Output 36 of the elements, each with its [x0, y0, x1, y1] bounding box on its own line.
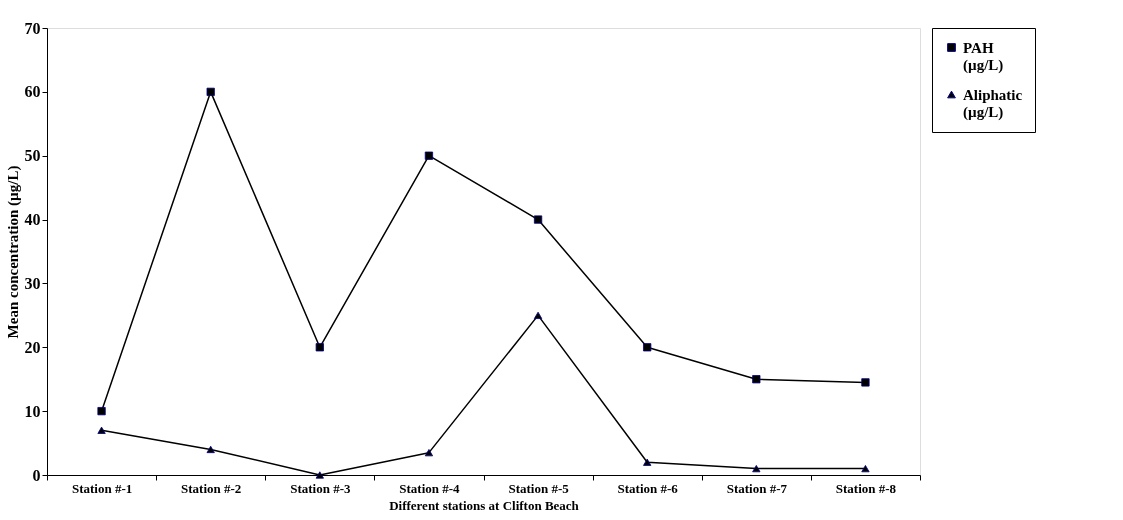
y-tick-label: 40	[24, 211, 41, 229]
legend-label: PAH (µg/L)	[963, 39, 1004, 74]
point	[315, 471, 324, 479]
y-tick-label: 70	[24, 19, 41, 37]
point	[97, 426, 106, 434]
point	[861, 465, 870, 473]
x-tick-label: Station #-7	[726, 480, 788, 496]
y-tick-label: 0	[32, 466, 41, 484]
point	[97, 407, 106, 416]
point	[752, 465, 761, 473]
x-tick-label: Station #-5	[508, 480, 570, 496]
y-tick-label: 60	[24, 83, 41, 101]
x-tick-label: Station #-2	[181, 480, 242, 496]
x-tick-label: Station #-1	[71, 480, 133, 496]
point	[533, 215, 543, 224]
legend-label: Aliphatic (µg/L)	[963, 86, 1023, 121]
x-tick-label: Station #-8	[835, 480, 897, 496]
x-axis-title: Different stations at Clifton Beach	[389, 497, 580, 513]
point	[643, 458, 652, 466]
point	[752, 375, 761, 384]
point	[206, 445, 215, 454]
y-axis-title: Mean concentration (µg/L)	[4, 165, 22, 339]
x-tick-label: Station #-4	[399, 480, 461, 496]
point	[424, 151, 434, 160]
point	[533, 311, 543, 319]
point	[861, 378, 870, 387]
x-tick-label: Station #-3	[290, 480, 351, 496]
y-tick-label: 10	[24, 402, 41, 420]
point	[643, 343, 652, 352]
point	[206, 87, 215, 96]
y-tick-label: 50	[24, 147, 41, 165]
point	[315, 343, 324, 352]
point	[424, 449, 434, 457]
x-tick-label: Station #-6	[617, 480, 679, 496]
y-tick-label: 20	[24, 338, 41, 356]
y-tick-label: 30	[24, 274, 41, 292]
